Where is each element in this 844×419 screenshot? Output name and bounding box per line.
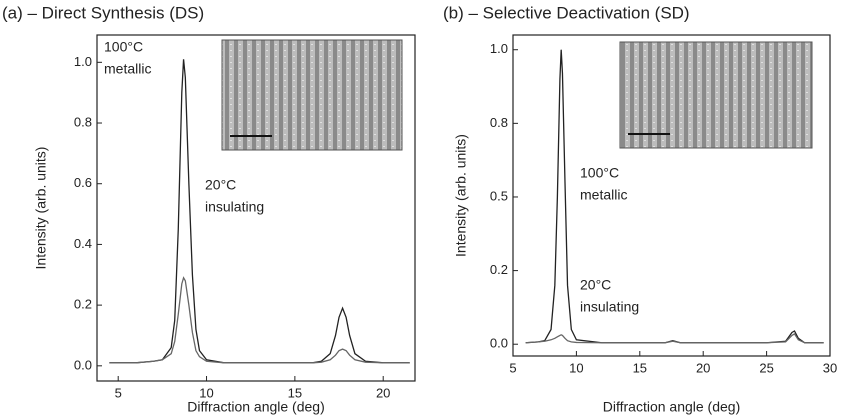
y-tick-label: 0.5 [490, 188, 508, 203]
x-tick-label: 10 [199, 385, 213, 400]
data-line [525, 333, 824, 344]
x-tick-label: 25 [759, 360, 773, 375]
annotation: metallic [104, 61, 151, 77]
x-tick-label: 15 [288, 385, 302, 400]
x-tick-label: 5 [115, 385, 122, 400]
annotation: 20°C [205, 177, 236, 193]
inset-image [221, 39, 403, 151]
y-tick-label: 0.2 [74, 297, 92, 312]
annotation: insulating [205, 199, 264, 215]
y-axis-label: Intensity (arb. units) [33, 147, 49, 270]
y-axis-label: Intensity (arb. units) [453, 134, 469, 257]
x-axis-label: Diffraction angle (deg) [603, 399, 740, 415]
y-tick-label: 0.0 [490, 336, 508, 351]
y-tick-label: 0.2 [490, 262, 508, 277]
annotation: 20°C [580, 277, 611, 293]
inset-image [619, 41, 813, 149]
annotation: metallic [580, 187, 627, 203]
annotation: insulating [580, 299, 639, 315]
x-tick-label: 15 [633, 360, 647, 375]
x-tick-label: 10 [569, 360, 583, 375]
x-tick-label: 30 [823, 360, 837, 375]
x-tick-label: 5 [509, 360, 516, 375]
y-tick-label: 1.0 [74, 54, 92, 69]
y-tick-label: 0.4 [74, 236, 92, 251]
annotation: 100°C [580, 165, 619, 181]
x-tick-label: 20 [376, 385, 390, 400]
x-axis-label: Diffraction angle (deg) [187, 399, 324, 415]
plot-frame [96, 34, 416, 382]
y-tick-label: 0.8 [74, 114, 92, 129]
data-line [525, 49, 824, 344]
y-tick-label: 1.0 [490, 41, 508, 56]
y-tick-label: 0.8 [490, 115, 508, 130]
y-tick-label: 0.0 [74, 357, 92, 372]
data-line [109, 276, 410, 364]
chart-title: (a) – Direct Synthesis (DS) [2, 3, 204, 22]
annotation: 100°C [104, 39, 143, 55]
plot-frame [512, 34, 831, 357]
chart-title: (b) – Selective Deactivation (SD) [443, 3, 690, 22]
y-tick-label: 0.6 [74, 175, 92, 190]
x-tick-label: 20 [696, 360, 710, 375]
